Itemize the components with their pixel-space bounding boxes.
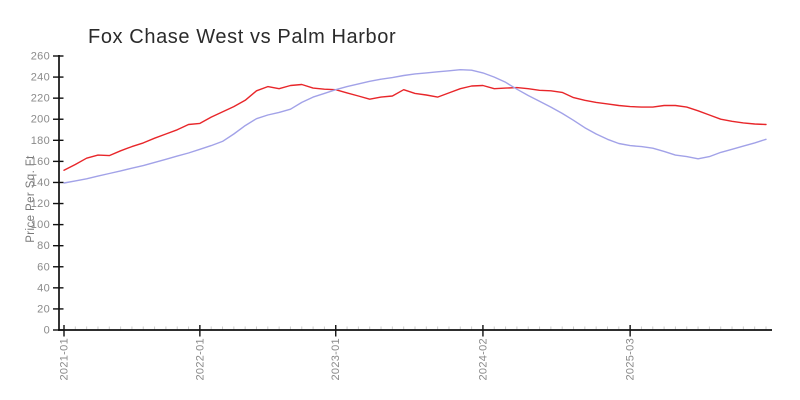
y-tick-label: 100 — [31, 219, 50, 231]
x-tick-label: 2022-01 — [194, 338, 206, 380]
series-line-fox-chase-west[interactable] — [63, 83, 767, 172]
y-tick-label: 0 — [44, 325, 50, 337]
y-tick-label: 60 — [37, 261, 50, 273]
y-tick-label: 160 — [31, 156, 50, 168]
y-tick-label: 240 — [31, 72, 50, 84]
y-tick-label: 140 — [31, 177, 50, 189]
x-tick-label: 2023-01 — [330, 338, 342, 380]
y-tick-label: 80 — [37, 240, 50, 252]
y-tick-label: 200 — [31, 114, 50, 126]
y-tick-label: 220 — [31, 93, 50, 105]
x-tick-label: 2021-01 — [59, 338, 71, 380]
y-tick-label: 260 — [31, 51, 50, 63]
y-tick-label: 180 — [31, 135, 50, 147]
y-tick-label: 120 — [31, 198, 50, 210]
series-line-palm-harbor[interactable] — [63, 68, 767, 184]
x-tick-label: 2024-02 — [477, 338, 489, 380]
x-tick-label: 2025-03 — [625, 338, 637, 380]
chart-title: Fox Chase West vs Palm Harbor — [88, 26, 397, 48]
y-tick-label: 20 — [37, 303, 50, 315]
y-tick-label: 40 — [37, 282, 50, 294]
